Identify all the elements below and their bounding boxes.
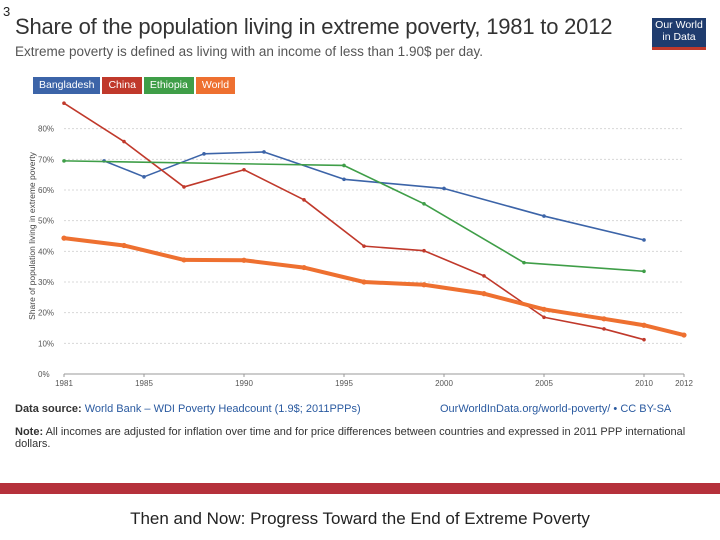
- source-label: Data source:: [15, 403, 82, 415]
- data-point-china: [302, 198, 306, 202]
- data-point-world: [421, 282, 427, 288]
- data-point-world: [361, 279, 367, 285]
- data-point-ethiopia: [522, 260, 526, 265]
- y-tick-label: 0%: [38, 370, 50, 379]
- data-point-world: [181, 257, 187, 263]
- data-point-china: [482, 274, 486, 278]
- legend: Bangladesh China Ethiopia World: [33, 77, 237, 94]
- y-tick-label: 70%: [38, 155, 54, 164]
- data-point-bangladesh: [202, 152, 206, 156]
- data-point-china: [422, 248, 426, 253]
- x-tick-label: 1981: [55, 379, 73, 388]
- legend-world[interactable]: World: [195, 77, 236, 94]
- y-tick-label: 40%: [38, 247, 54, 256]
- legend-bangladesh[interactable]: Bangladesh: [33, 77, 101, 94]
- data-point-world: [601, 316, 607, 322]
- x-tick-label: 1990: [235, 379, 253, 388]
- data-point-bangladesh: [342, 177, 346, 182]
- data-point-bangladesh: [142, 175, 146, 179]
- data-point-ethiopia: [422, 202, 426, 206]
- source-link[interactable]: World Bank – WDI Poverty Headcount (1.9$…: [84, 403, 361, 415]
- data-point-world: [241, 257, 247, 263]
- chart-title: Share of the population living in extrem…: [15, 14, 613, 39]
- data-point-china: [602, 327, 606, 331]
- logo-line-2: in Data: [662, 31, 696, 43]
- data-point-world: [481, 291, 487, 297]
- data-point-world: [681, 332, 687, 338]
- data-point-bangladesh: [542, 214, 546, 218]
- data-point-ethiopia: [342, 163, 346, 168]
- x-tick-label: 1985: [135, 379, 153, 388]
- x-tick-label: 2005: [535, 379, 553, 388]
- data-point-world: [641, 322, 647, 328]
- data-point-bangladesh: [642, 238, 646, 242]
- y-tick-label: 60%: [38, 186, 54, 195]
- y-tick-label: 30%: [38, 278, 54, 287]
- slide-caption: Then and Now: Progress Toward the End of…: [130, 509, 590, 528]
- x-tick-label: 2010: [635, 379, 653, 388]
- series-line-bangladesh: [103, 151, 645, 241]
- series-line-china: [63, 102, 645, 341]
- data-point-bangladesh: [262, 150, 266, 154]
- y-axis-label: Share of population living in extreme po…: [27, 151, 37, 319]
- data-point-china: [62, 101, 66, 106]
- data-point-china: [122, 139, 126, 144]
- x-tick-label: 2012: [675, 379, 693, 388]
- data-point-ethiopia: [62, 159, 66, 163]
- note: Note: All incomes are adjusted for infla…: [15, 426, 705, 450]
- data-point-china: [542, 315, 546, 320]
- data-point-bangladesh: [442, 186, 446, 191]
- data-point-china: [182, 185, 186, 189]
- slide-number: 3: [3, 4, 11, 19]
- data-point-china: [642, 337, 646, 342]
- x-tick-label: 1995: [335, 379, 353, 388]
- data-point-world: [121, 242, 127, 249]
- y-tick-label: 50%: [38, 217, 54, 226]
- data-point-world: [61, 235, 67, 241]
- data-point-china: [362, 244, 366, 248]
- license-link[interactable]: OurWorldInData.org/world-poverty/ • CC B…: [440, 403, 672, 415]
- data-point-world: [541, 306, 547, 312]
- owid-logo[interactable]: Our World in Data: [652, 18, 706, 50]
- data-point-world: [301, 264, 307, 271]
- legend-china[interactable]: China: [102, 77, 142, 94]
- data-point-ethiopia: [642, 269, 646, 274]
- x-tick-label: 2000: [435, 379, 453, 388]
- y-tick-label: 20%: [38, 309, 54, 318]
- data-point-china: [242, 167, 246, 172]
- legend-ethiopia[interactable]: Ethiopia: [143, 77, 194, 94]
- note-text: All incomes are adjusted for inflation o…: [15, 426, 686, 450]
- divider-bar: [0, 483, 720, 494]
- series-line-ethiopia: [63, 160, 645, 273]
- chart-subtitle: Extreme poverty is defined as living wit…: [15, 44, 483, 59]
- logo-line-1: Our World: [655, 19, 703, 31]
- y-tick-label: 10%: [38, 339, 54, 348]
- series-line-world: [62, 236, 686, 338]
- note-label: Note:: [15, 426, 44, 438]
- y-tick-label: 80%: [38, 125, 54, 134]
- line-chart: 0% 10% 20% 30% 40% 50% 60% 70% 80% 1981 1985 1990 19…: [27, 101, 693, 388]
- data-source: Data source: World Bank – WDI Poverty He…: [15, 403, 671, 415]
